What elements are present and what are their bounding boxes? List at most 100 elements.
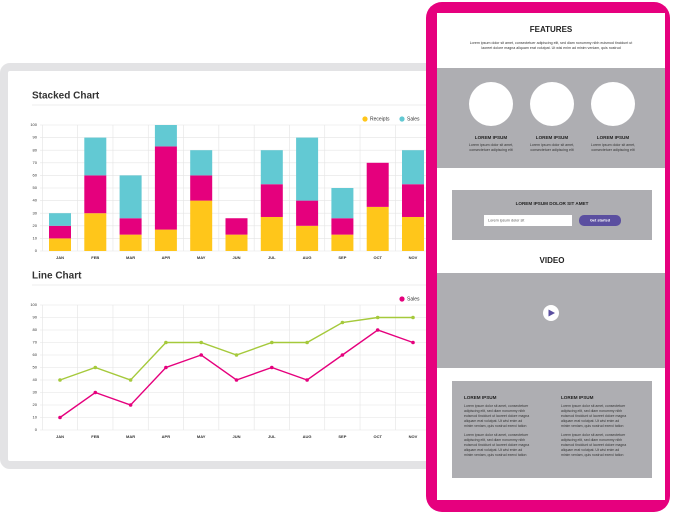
text: consectetuer adipiscing elit: [469, 148, 512, 152]
text: LOREM IPSUM: [464, 395, 497, 400]
text: minim veniam, quis nostrud exerci tation: [464, 424, 526, 428]
y-tick-label: 30: [33, 210, 38, 215]
line-point: [58, 415, 62, 420]
y-tick-label: 30: [33, 390, 38, 395]
text: minim veniam, quis nostrud exerci tation: [464, 453, 526, 457]
y-tick-label: 90: [33, 315, 38, 320]
y-tick-label: 90: [33, 135, 38, 140]
y-tick-label: 80: [33, 327, 38, 332]
x-tick-label: JUL: [268, 434, 276, 439]
y-tick-label: 50: [33, 365, 38, 370]
legend-swatch: [362, 116, 368, 122]
line-point: [93, 365, 98, 370]
line-point: [375, 328, 380, 332]
x-tick-label: SEP: [338, 434, 346, 439]
y-tick-label: 20: [33, 223, 38, 228]
x-tick-label: FEB: [91, 434, 99, 439]
text: minim veniam, quis nostrud exerci tation: [561, 453, 623, 457]
bar-segment: [225, 218, 248, 235]
bar-segment: [331, 234, 354, 251]
x-tick-label: JUN: [232, 255, 240, 260]
bar-segment: [49, 225, 71, 239]
bar-segment: [119, 218, 142, 235]
legend-label: Receipts: [370, 116, 390, 122]
bar-segment: [84, 175, 107, 214]
text: Lorem ipsum dolor sit amet, consectetuer…: [470, 41, 633, 45]
bar-segment: [260, 150, 283, 185]
legend-swatch: [399, 296, 405, 302]
y-tick-label: 70: [33, 160, 38, 165]
line-point: [164, 340, 168, 345]
text: minim veniam, quis nostrud exerci tation: [561, 424, 623, 428]
text: euismod tincidunt ut laoreet dolore magn…: [561, 414, 626, 418]
bar-segment: [260, 216, 283, 251]
x-tick-label: JAN: [56, 255, 64, 260]
line-point: [305, 378, 309, 382]
line-point: [234, 353, 239, 357]
y-tick-label: 100: [30, 302, 37, 307]
x-tick-label: JUL: [268, 255, 276, 260]
x-tick-label: OCT: [373, 434, 382, 439]
line-point: [164, 365, 168, 370]
x-tick-label: NOV: [409, 434, 418, 439]
y-tick-label: 80: [33, 147, 38, 152]
text: Lorem ipsum dolor sit amet, consectetuer: [561, 404, 626, 408]
bar-segment: [154, 229, 177, 251]
line-point: [58, 378, 62, 382]
feature-image: [469, 82, 513, 126]
bar-segment: [190, 150, 213, 176]
bar-segment: [190, 175, 213, 201]
x-tick-label: AUG: [303, 434, 312, 439]
text: euismod tincidunt ut laoreet dolore magn…: [464, 414, 529, 418]
line-point: [199, 340, 203, 345]
chart-title: Line Chart: [32, 271, 82, 282]
legend-label: Sales: [407, 116, 420, 122]
columns-box: [452, 381, 652, 478]
text: LOREM IPSUM: [597, 135, 630, 140]
text: Lorem ipsum dolor sit amet,: [530, 143, 574, 147]
bar-segment: [296, 137, 319, 201]
line-point: [411, 315, 415, 320]
x-tick-label: MAR: [126, 434, 135, 439]
text: laoreet dolore magna aliquam erat volutp…: [481, 46, 620, 50]
bar-segment: [331, 188, 354, 219]
x-tick-label: FEB: [91, 255, 99, 260]
line-point: [270, 340, 274, 345]
text: FEATURES: [530, 25, 573, 34]
text: LOREM IPSUM: [475, 135, 508, 140]
feature-image: [530, 82, 574, 126]
line-point: [270, 365, 274, 370]
text: LOREM IPSUM: [536, 135, 569, 140]
bar-segment: [366, 162, 389, 207]
cta-button[interactable]: [579, 215, 621, 226]
line-point: [375, 315, 380, 320]
y-tick-label: 40: [33, 377, 38, 382]
y-tick-label: 60: [33, 172, 38, 177]
text: LOREM IPSUM: [561, 395, 594, 400]
bar-segment: [225, 234, 248, 251]
bar-segment: [331, 218, 354, 235]
y-tick-label: 100: [30, 122, 37, 127]
text: VIDEO: [540, 256, 565, 265]
feature-image: [591, 82, 635, 126]
text: aliquam erat volutpat. Ut wisi enim ad: [561, 419, 619, 423]
text: Lorem ipsum dolor sit amet, consectetuer: [464, 433, 529, 437]
y-tick-label: 10: [33, 415, 38, 420]
line-point: [128, 378, 133, 382]
text: Lorem ipsum dolor sit amet,: [591, 143, 635, 147]
bar-segment: [402, 184, 424, 217]
line-point: [340, 353, 345, 357]
y-tick-label: 0: [35, 427, 38, 432]
y-tick-label: 0: [35, 248, 38, 253]
bar-segment: [190, 200, 213, 251]
line-point: [93, 390, 98, 395]
tablet: FEATURES Lorem ipsum dolor sit amet, cons…: [426, 2, 670, 512]
x-tick-label: NOV: [409, 255, 418, 260]
legend-label: Sales: [407, 296, 420, 302]
bar-segment: [154, 125, 177, 147]
y-tick-label: 40: [33, 198, 38, 203]
line-point: [305, 340, 309, 345]
email-input[interactable]: [484, 215, 572, 226]
